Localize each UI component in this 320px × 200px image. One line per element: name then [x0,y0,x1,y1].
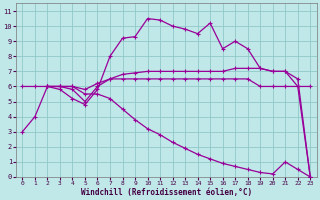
X-axis label: Windchill (Refroidissement éolien,°C): Windchill (Refroidissement éolien,°C) [81,188,252,197]
